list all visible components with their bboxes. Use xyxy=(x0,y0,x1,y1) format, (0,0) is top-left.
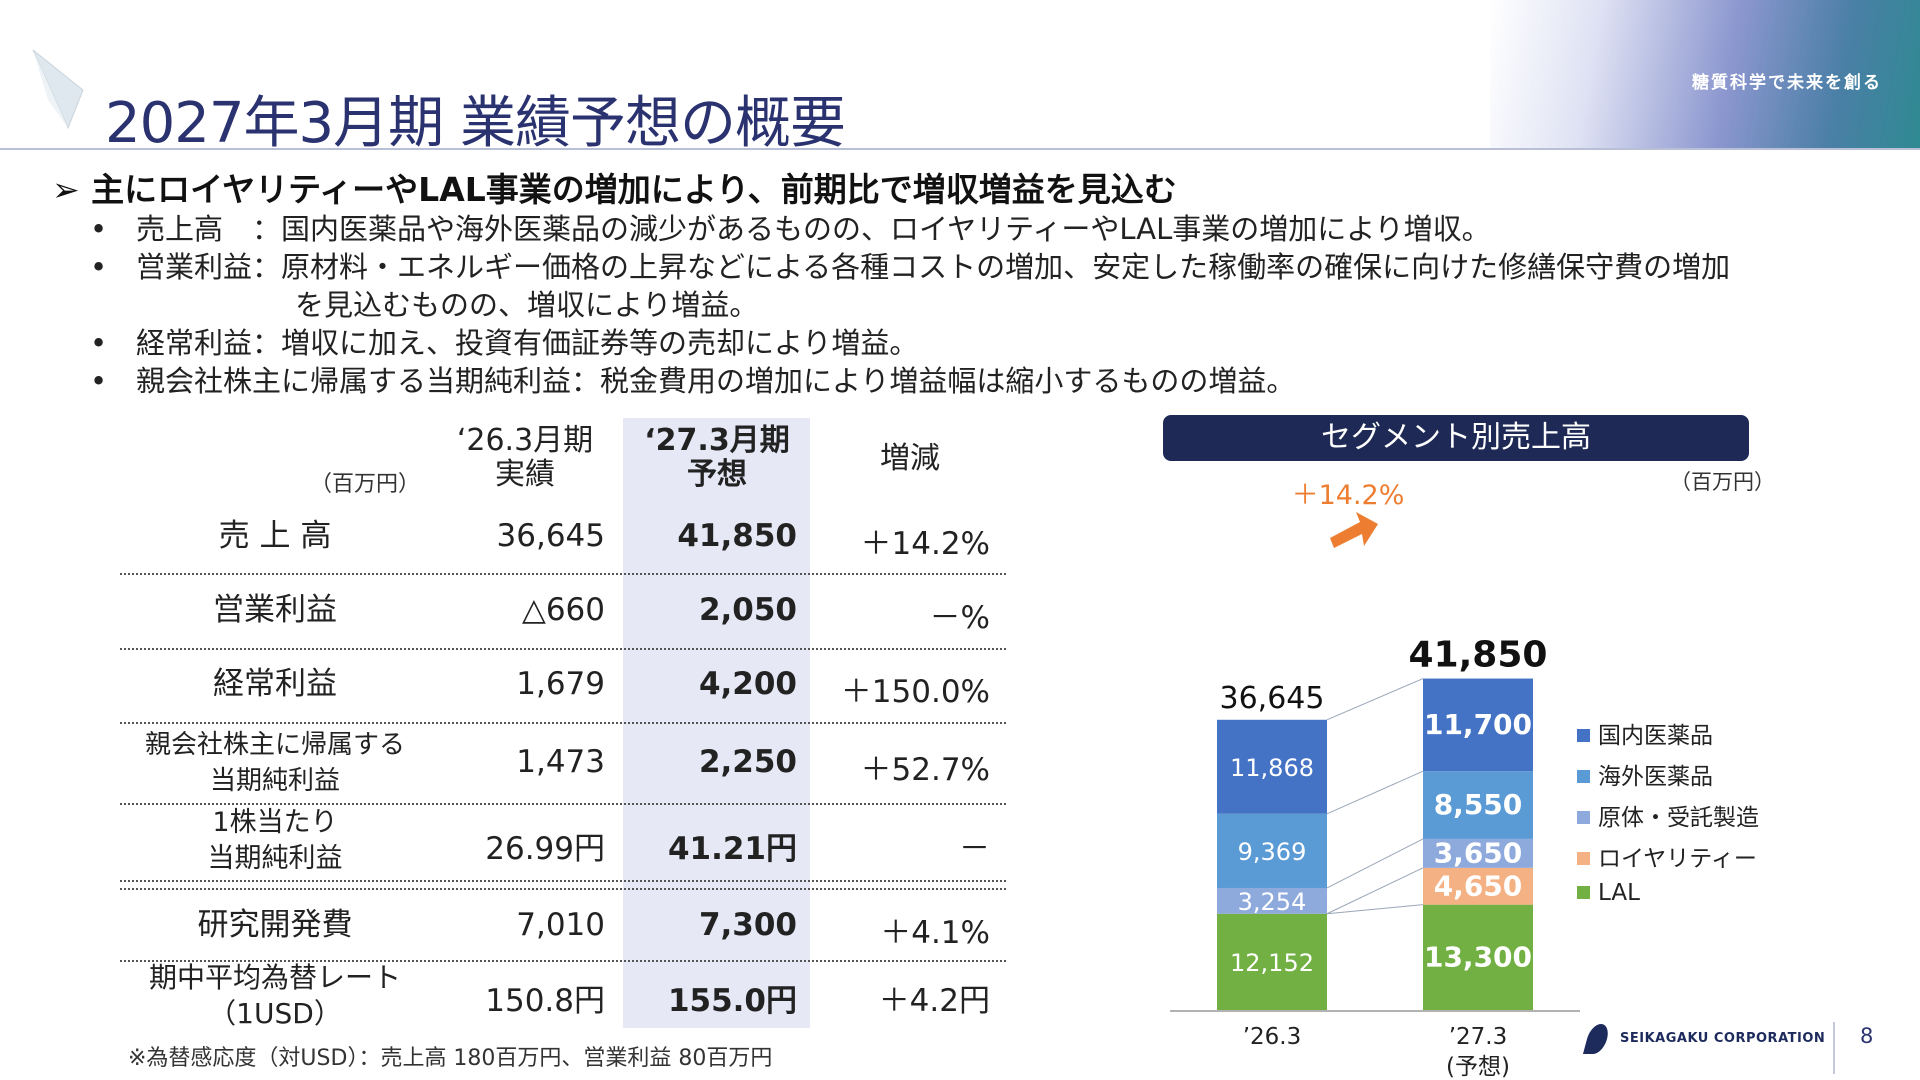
row-forecast-ordinary: 4,200 xyxy=(698,666,797,702)
row-change-fx: ＋4.2円 xyxy=(878,983,990,1019)
row-label-eps: 1株当たり 当期純利益 xyxy=(207,807,343,874)
bar-segment xyxy=(1423,678,1533,772)
row-forecast-net-income: 2,250 xyxy=(698,744,797,780)
row-label-ordinary: 経常利益 xyxy=(213,666,337,702)
growth-label: ＋14.2% xyxy=(1292,480,1405,511)
category-label: ’26.3 xyxy=(1243,1024,1302,1050)
row-change-sales: ＋14.2% xyxy=(860,526,990,562)
segment-chart-title: セグメント別売上高 xyxy=(1163,415,1749,461)
row-forecast-rnd: 7,300 xyxy=(698,907,797,943)
legend-item-lal: LAL xyxy=(1577,880,1640,906)
row-prev-rnd: 7,010 xyxy=(516,907,605,943)
bar-value-label: 3,254 xyxy=(1238,888,1307,916)
row-prev-ordinary: 1,679 xyxy=(516,666,605,702)
bar-value-label: 3,650 xyxy=(1434,836,1523,869)
connector-line xyxy=(1326,867,1424,915)
connector-line xyxy=(1326,770,1424,815)
prism-decoration-icon xyxy=(32,49,84,130)
bar-segment xyxy=(1217,887,1327,914)
legend-item-overseas: 海外医薬品 xyxy=(1577,757,1713,791)
connector-line xyxy=(1326,838,1424,889)
bar-value-label: 11,700 xyxy=(1424,708,1532,741)
header-forecast: ‘27.3月期 予想 xyxy=(644,423,790,492)
category-label: (予想) xyxy=(1446,1054,1510,1080)
bar-value-label: 11,868 xyxy=(1230,754,1314,782)
row-forecast-operating: 2,050 xyxy=(698,592,797,628)
bar-value-label: 4,650 xyxy=(1434,869,1523,902)
row-change-operating: －% xyxy=(929,600,990,636)
row-label-fx: 期中平均為替レート （1USD） xyxy=(148,961,401,1030)
header-decoration xyxy=(1490,0,1920,148)
row-label-net-income: 親会社株主に帰属する 当期純利益 xyxy=(144,730,405,796)
row-divider xyxy=(120,880,1006,882)
bar-total-label: 36,645 xyxy=(1220,681,1325,716)
row-prev-operating: △660 xyxy=(521,592,605,628)
row-label-rnd: 研究開発費 xyxy=(197,907,353,943)
row-divider xyxy=(120,573,1006,575)
row-change-net-income: ＋52.7% xyxy=(860,752,990,788)
bullet-sales: • 売上高 ：国内医薬品や海外医薬品の減少があるものの、ロイヤリティーやLAL事業… xyxy=(90,212,1491,246)
table-unit: （百万円） xyxy=(310,472,421,497)
bar-value-label: 8,550 xyxy=(1434,788,1523,821)
row-prev-eps: 26.99円 xyxy=(485,831,605,867)
bar-segment xyxy=(1217,719,1327,814)
bar-value-label: 12,152 xyxy=(1230,949,1314,977)
legend-item-api-contract: 原体・受託製造 xyxy=(1577,798,1759,832)
bar-segment xyxy=(1423,867,1533,905)
legend-item-domestic: 国内医薬品 xyxy=(1577,716,1713,750)
legend-item-royalty: ロイヤリティー xyxy=(1577,839,1757,873)
row-change-eps: － xyxy=(959,831,990,867)
row-divider xyxy=(120,960,1006,962)
header-prev: ‘26.3月期 実績 xyxy=(456,423,594,492)
row-label-sales: 売 上 高 xyxy=(218,518,332,554)
bar-segment xyxy=(1423,771,1533,839)
page-title: 2027年3月期 業績予想の概要 xyxy=(105,91,846,156)
bar-segment xyxy=(1217,813,1327,888)
row-divider xyxy=(120,722,1006,724)
row-forecast-fx: 155.0円 xyxy=(667,983,797,1019)
row-prev-net-income: 1,473 xyxy=(516,744,605,780)
header-change: 増減 xyxy=(880,441,940,476)
row-change-rnd: ＋4.1% xyxy=(880,915,990,951)
bar-value-label: 9,369 xyxy=(1238,838,1307,866)
row-forecast-sales: 41,850 xyxy=(677,518,797,554)
bar-segment xyxy=(1423,838,1533,868)
category-label: ’27.3 xyxy=(1449,1024,1508,1050)
row-divider xyxy=(120,888,1006,890)
bullet-net-income: • 親会社株主に帰属する当期純利益：税金費用の増加により増益幅は縮小するものの増益… xyxy=(90,364,1296,398)
bullet-operating-income: • 営業利益：原材料・エネルギー価格の上昇などによる各種コストの増加、安定した稼働… xyxy=(90,250,1731,284)
connector-line xyxy=(1326,904,1424,915)
row-prev-sales: 36,645 xyxy=(496,518,605,554)
segment-chart-unit: （百万円） xyxy=(1670,470,1775,494)
footer-divider xyxy=(1833,1022,1835,1074)
bar-total-label: 41,850 xyxy=(1409,635,1548,676)
row-divider xyxy=(120,803,1006,805)
fx-sensitivity-note: ※為替感応度（対USD）：売上高 180百万円、営業利益 80百万円 xyxy=(128,1046,773,1071)
row-change-ordinary: ＋150.0% xyxy=(840,674,990,710)
bar-segment xyxy=(1423,904,1533,1010)
row-prev-fx: 150.8円 xyxy=(485,983,605,1019)
growth-arrow-icon xyxy=(1330,512,1378,548)
bullet-operating-income-cont: を見込むものの、増収により増益。 xyxy=(295,288,759,322)
page-number: 8 xyxy=(1860,1024,1874,1048)
row-label-operating: 営業利益 xyxy=(213,592,337,628)
company-logo-text: SEIKAGAKU CORPORATION xyxy=(1620,1031,1826,1046)
bullet-ordinary-income: • 経常利益：増収に加え、投資有価証券等の売却により増益。 xyxy=(90,326,919,360)
connector-line xyxy=(1326,678,1424,721)
bar-value-label: 13,300 xyxy=(1424,940,1532,973)
tagline: 糖質科学で未来を創る xyxy=(1692,73,1882,93)
lead-statement: ➢ 主にロイヤリティーやLAL事業の増加により、前期比で増収増益を見込む xyxy=(52,170,1177,209)
row-divider xyxy=(120,648,1006,650)
row-forecast-eps: 41.21円 xyxy=(667,831,797,867)
header-divider xyxy=(0,148,1920,150)
bar-segment xyxy=(1217,913,1327,1010)
